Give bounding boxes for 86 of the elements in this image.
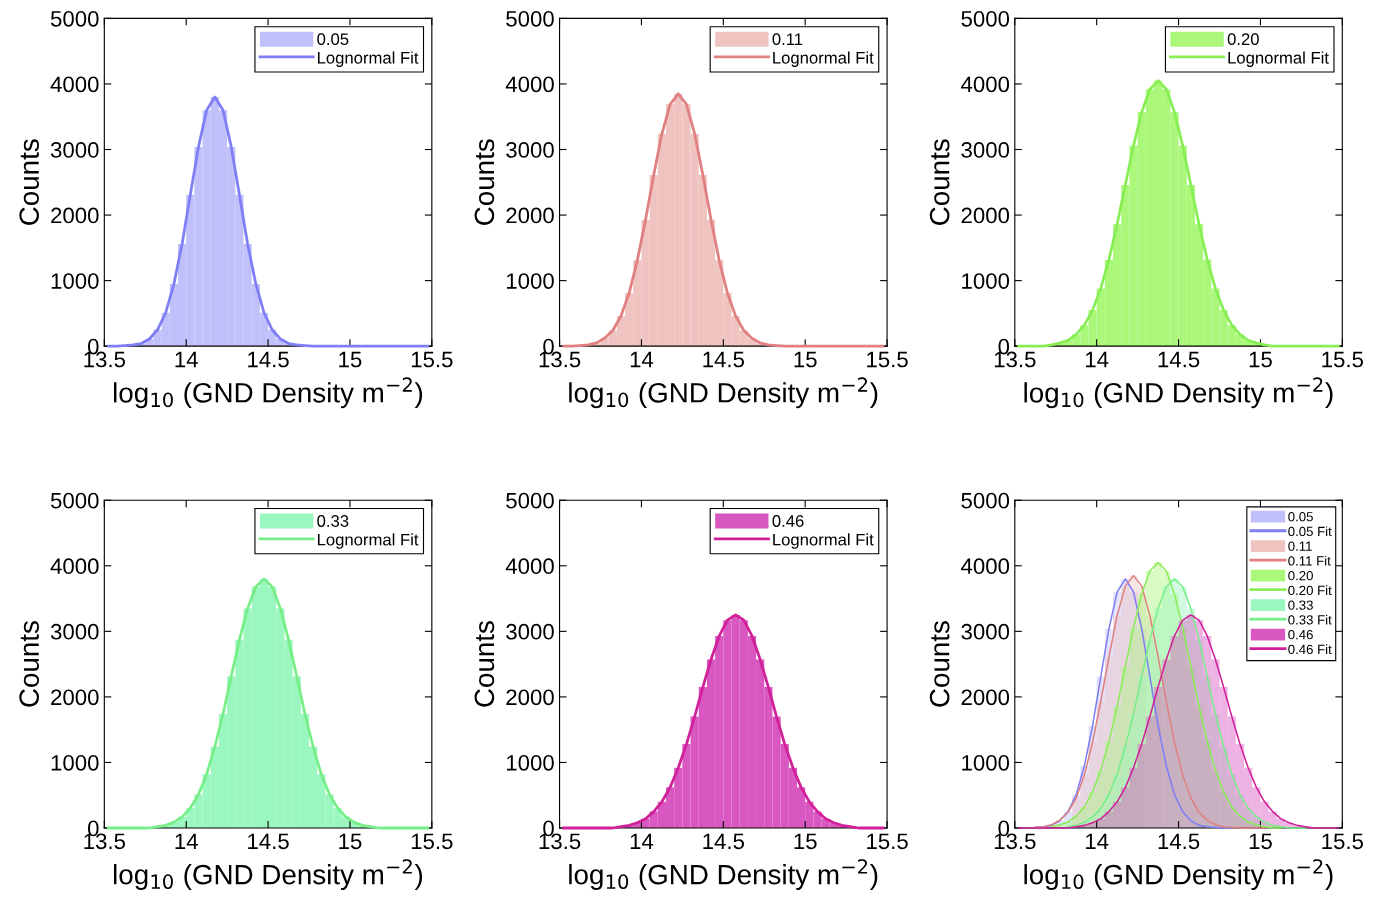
- legend-label: Lognormal Fit: [317, 51, 419, 67]
- legend-label: 0.46: [772, 515, 804, 527]
- y-tick-label: 4000: [50, 76, 99, 93]
- x-tick-label: 14.5: [248, 351, 289, 368]
- legend-label: Lognormal Fit: [1228, 51, 1329, 67]
- y-tick-label: 3000: [961, 142, 1010, 158]
- y-tick-label: 5000: [506, 492, 554, 509]
- y-tick-label: 1000: [506, 754, 554, 771]
- legend-label: 0.20: [1227, 33, 1259, 46]
- y-tick-label: 5000: [961, 10, 1010, 27]
- x-tick-label: 14: [630, 351, 654, 368]
- y-tick-label: 2000: [506, 689, 554, 706]
- legend-label: 0.33 Fit: [1288, 614, 1332, 625]
- x-tick-label: 15: [794, 351, 817, 368]
- x-tick-label: 14: [630, 833, 654, 849]
- y-tick-label: 2000: [961, 689, 1010, 706]
- y-tick-label: 1000: [51, 273, 99, 289]
- legend-label: Lognormal Fit: [773, 533, 874, 549]
- y-tick-label: 2000: [961, 207, 1010, 224]
- x-axis-title: log$_{10}$ (GND Density m$^{−2}$): [569, 859, 878, 890]
- x-axis-title: log$_{10}$ (GND Density m$^{−2}$): [113, 859, 423, 890]
- y-tick-label: 1000: [962, 754, 1010, 771]
- x-tick-label: 14.5: [703, 351, 745, 368]
- x-tick-label: 15.5: [1322, 833, 1364, 850]
- x-axis-title: log$_{10}$ (GND Density m$^{−2}$): [569, 377, 878, 409]
- legend-label: Lognormal Fit: [317, 533, 419, 549]
- x-tick-label: 15.5: [867, 351, 908, 368]
- y-tick-label: 3000: [50, 142, 99, 158]
- x-tick-label: 15.5: [867, 833, 908, 850]
- legend-label: 0.33: [1288, 600, 1313, 610]
- x-tick-label: 14: [175, 351, 198, 368]
- x-tick-label: 14.5: [248, 833, 289, 850]
- y-tick-label: 1000: [51, 754, 99, 771]
- x-tick-label: 14.5: [1158, 351, 1200, 368]
- x-tick-label: 14: [175, 833, 198, 849]
- y-axis-title: Counts: [19, 139, 39, 225]
- y-tick-label: 4000: [505, 558, 554, 575]
- legend-label: 0.05 Fit: [1288, 526, 1332, 537]
- y-tick-label: 2000: [51, 689, 99, 706]
- y-tick-label: 3000: [961, 623, 1010, 640]
- y-tick-label: 4000: [961, 558, 1010, 575]
- y-tick-label: 5000: [50, 10, 99, 27]
- legend-label: 0.11: [1288, 541, 1312, 551]
- y-tick-label: 4000: [505, 76, 554, 93]
- legend-label: 0.20: [1288, 570, 1313, 581]
- x-tick-label: 14: [1086, 833, 1109, 849]
- legend-label: 0.05: [317, 33, 349, 46]
- legend-label: 0.20 Fit: [1288, 585, 1332, 596]
- x-axis-title: log$_{10}$ (GND Density m$^{−2}$): [1024, 377, 1333, 409]
- y-tick-label: 3000: [50, 623, 99, 640]
- legend-label: 0.46 Fit: [1288, 644, 1332, 655]
- y-tick-label: 3000: [506, 623, 554, 640]
- x-tick-label: 14.5: [703, 833, 745, 850]
- x-tick-label: 15.5: [411, 833, 453, 850]
- y-tick-label: 2000: [506, 207, 554, 224]
- legend-label: 0.05: [1288, 511, 1313, 522]
- x-tick-label: 15: [794, 833, 817, 850]
- legend-label: 0.11: [772, 33, 803, 46]
- legend-label: 0.11 Fit: [1288, 555, 1331, 566]
- x-tick-label: 15: [339, 351, 362, 368]
- y-tick-label: 3000: [506, 142, 554, 158]
- y-tick-label: 4000: [961, 76, 1010, 93]
- x-axis-title: log$_{10}$ (GND Density m$^{−2}$): [113, 377, 423, 409]
- y-axis-title: Counts: [474, 139, 495, 225]
- legend-label: 0.46: [1288, 629, 1313, 640]
- y-tick-label: 1000: [506, 273, 554, 289]
- y-axis-title: Counts: [929, 621, 950, 707]
- y-tick-label: 1000: [962, 273, 1010, 289]
- x-tick-label: 15: [1249, 351, 1272, 368]
- y-tick-label: 2000: [51, 207, 99, 224]
- x-tick-label: 14: [1086, 351, 1109, 368]
- y-tick-label: 5000: [50, 492, 99, 509]
- y-tick-label: 5000: [506, 10, 554, 27]
- x-axis-title: log$_{10}$ (GND Density m$^{−2}$): [1024, 859, 1333, 890]
- y-tick-label: 4000: [50, 558, 99, 575]
- x-tick-label: 15.5: [1322, 351, 1364, 368]
- x-tick-label: 15: [339, 833, 362, 850]
- y-axis-title: Counts: [929, 139, 950, 225]
- x-tick-label: 14.5: [1158, 833, 1200, 850]
- legend-label: Lognormal Fit: [773, 51, 874, 67]
- legend-label: 0.33: [317, 515, 349, 527]
- x-tick-label: 15: [1249, 833, 1272, 850]
- y-axis-title: Counts: [474, 621, 495, 707]
- y-axis-title: Counts: [19, 621, 39, 707]
- x-tick-label: 15.5: [411, 351, 453, 368]
- y-tick-label: 5000: [961, 492, 1010, 509]
